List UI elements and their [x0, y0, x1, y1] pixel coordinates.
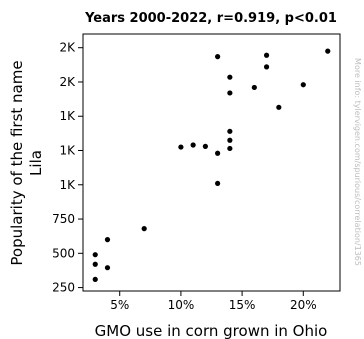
watermark-text: More info: tylervigen.com/spurious/corre…	[353, 58, 362, 266]
data-point	[178, 144, 184, 150]
data-point	[92, 276, 98, 282]
data-point	[215, 150, 221, 156]
x-tick-label: 20%	[290, 298, 317, 312]
y-tick-label: 2K	[59, 41, 76, 55]
data-point	[215, 54, 221, 60]
chart-title: Years 2000-2022, r=0.919, p<0.01	[84, 11, 337, 26]
x-tick-label: 15%	[229, 298, 256, 312]
data-point	[325, 48, 331, 54]
data-point	[263, 52, 270, 58]
data-point	[227, 74, 233, 80]
y-axis-title-line2: Lila	[27, 150, 45, 176]
plot-area	[82, 33, 341, 292]
data-point	[202, 143, 208, 149]
data-point	[190, 142, 196, 148]
x-axis: 5% 10% 15% 20%	[110, 291, 317, 312]
data-point	[104, 237, 111, 243]
data-point	[141, 226, 147, 232]
x-tick-label: 10%	[168, 298, 195, 312]
data-points	[92, 48, 331, 282]
data-point	[263, 64, 270, 70]
y-axis-title-line1: Popularity of the first name	[8, 60, 26, 265]
x-axis-title: GMO use in corn grown in Ohio	[95, 322, 328, 339]
y-tick-label: 1K	[59, 109, 76, 123]
data-point	[251, 84, 257, 91]
data-point	[300, 82, 306, 88]
y-tick-label: 1K	[59, 178, 76, 192]
plot-border	[82, 33, 341, 292]
y-tick-label: 750	[52, 212, 75, 226]
data-point	[92, 252, 98, 258]
data-point	[227, 145, 233, 152]
x-tick-label: 5%	[110, 298, 129, 312]
y-tick-label: 500	[52, 246, 75, 260]
y-tick-label: 250	[52, 281, 75, 295]
data-point	[227, 137, 233, 143]
y-axis: 250 500 750 1K 1K 1K 2K 2K	[52, 41, 83, 295]
data-point	[227, 90, 233, 96]
y-tick-label: 2K	[59, 75, 76, 89]
data-point	[227, 128, 233, 134]
data-point	[215, 180, 221, 187]
data-point	[92, 261, 98, 267]
data-point	[276, 104, 282, 110]
y-tick-label: 1K	[59, 144, 76, 158]
data-point	[104, 265, 111, 271]
